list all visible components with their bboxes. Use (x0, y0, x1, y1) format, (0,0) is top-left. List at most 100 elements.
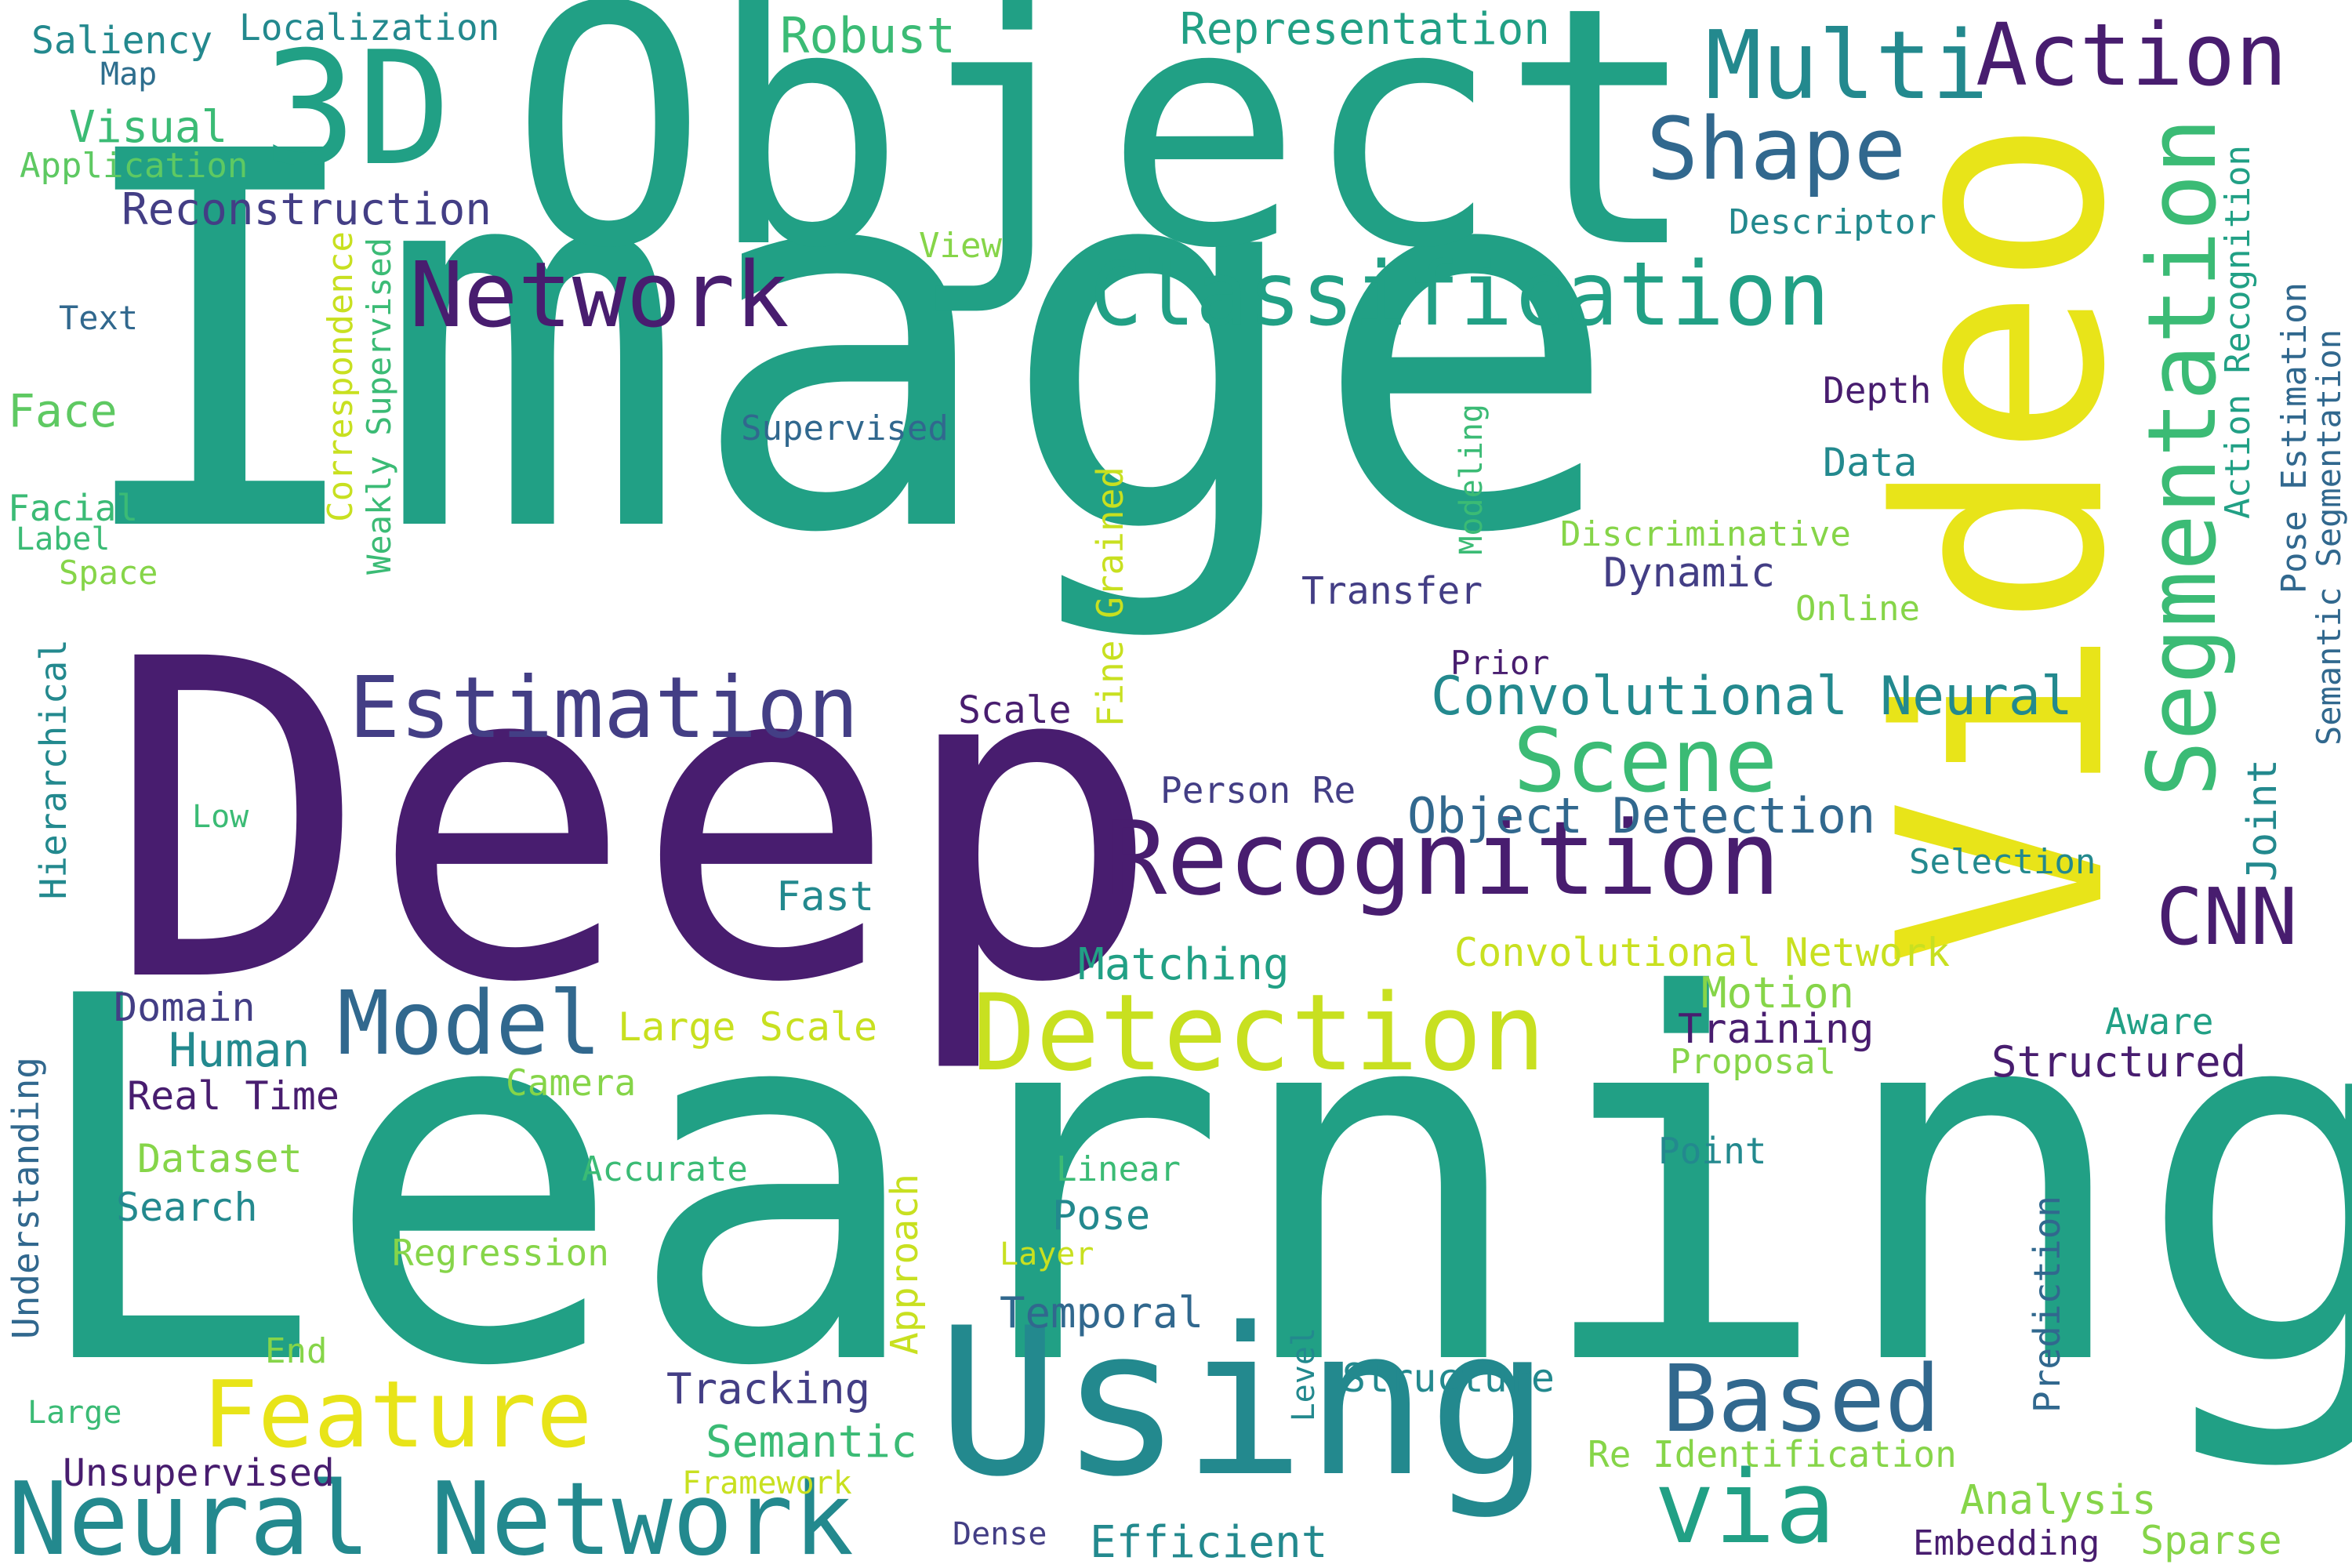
word-person-re: Person Re (1160, 769, 1356, 811)
word-regression: Regression (392, 1232, 609, 1274)
word-semantic: Semantic (706, 1417, 917, 1468)
word-discriminative: Discriminative (1560, 514, 1851, 554)
word-facial: Facial (8, 487, 139, 529)
word-temporal: Temporal (1000, 1288, 1204, 1338)
word-fine-grained: Fine Grained (1089, 466, 1131, 728)
word-segmentation: Segmentation (2129, 118, 2238, 797)
word-sparse: Sparse (2140, 1518, 2282, 1563)
word-pose: Pose (1052, 1192, 1151, 1240)
word-convolutional-network: Convolutional Network (1454, 930, 1951, 975)
word-end: End (265, 1331, 328, 1371)
word-supervised: Supervised (741, 408, 949, 448)
word-video: Video (1838, 118, 2167, 967)
word-search: Search (116, 1185, 258, 1230)
word-weakly-supervised: Weakly Supervised (360, 238, 398, 575)
word-point: Point (1658, 1130, 1767, 1172)
word-prediction: Prediction (2026, 1196, 2068, 1413)
word-scale: Scale (958, 688, 1072, 732)
word-hierarchical: Hierarchical (32, 639, 74, 900)
word-aware: Aware (2105, 1000, 2214, 1043)
word-motion: Motion (1701, 968, 1855, 1018)
word-proposal: Proposal (1670, 1042, 1836, 1082)
word-model: Model (337, 973, 602, 1075)
word-human: Human (169, 1023, 310, 1078)
word-transfer: Transfer (1301, 569, 1483, 613)
word-3d: 3D (263, 18, 452, 201)
word-online: Online (1795, 589, 1920, 629)
word-modeling: Modeling (1454, 404, 1490, 555)
word-detection: Detection (972, 971, 1546, 1094)
word-data: Data (1823, 440, 1918, 485)
word-via: via (1654, 1450, 1836, 1566)
word-correspondence: Correspondence (321, 231, 361, 522)
word-saliency: Saliency (31, 19, 213, 63)
word-fast: Fast (776, 873, 875, 920)
word-accurate: Accurate (582, 1149, 748, 1189)
word-multi: Multi (1705, 12, 1989, 121)
word-structured: Structured (1991, 1037, 2247, 1087)
word-large: Large (27, 1395, 122, 1431)
word-pose-estimation: Pose Estimation (2274, 282, 2314, 594)
word-object-detection: Object Detection (1407, 787, 1876, 844)
word-scene: Scene (1513, 710, 1778, 812)
word-dynamic: Dynamic (1603, 550, 1776, 597)
word-descriptor: Descriptor (1729, 202, 1936, 242)
word-semantic-segmentation: Semantic Segmentation (2310, 329, 2348, 746)
word-using: Using (937, 1285, 1551, 1522)
word-feature: Feature (202, 1360, 593, 1468)
word-efficient: Efficient (1090, 1517, 1328, 1568)
word-tracking: Tracking (666, 1364, 871, 1414)
word-text: Text (59, 299, 139, 337)
word-analysis: Analysis (1960, 1477, 2157, 1524)
word-neural-network: Neural Network (8, 1461, 854, 1568)
word-low: Low (192, 799, 249, 835)
word-convolutional-neural: Convolutional Neural (1431, 666, 2073, 728)
word-embedding: Embedding (1913, 1523, 2100, 1563)
word-view: View (919, 226, 1002, 266)
word-selection: Selection (1909, 842, 2096, 882)
word-layer: Layer (1000, 1236, 1094, 1272)
word-object: Object (510, 0, 1700, 321)
word-structure: Structure (1342, 1356, 1555, 1401)
word-action-recognition: Action Recognition (2218, 145, 2258, 519)
word-reconstruction: Reconstruction (122, 184, 492, 235)
word-learning: Learning (20, 891, 2352, 1475)
word-robust: Robust (780, 7, 956, 64)
word-estimation: Estimation (349, 659, 859, 757)
word-representation: Representation (1180, 4, 1551, 55)
word-large-scale: Large Scale (618, 1004, 878, 1050)
word-based: Based (1662, 1345, 1941, 1453)
word-network: Network (409, 243, 789, 348)
word-classification: Classification (1090, 244, 1831, 346)
word-visual: Visual (69, 102, 228, 153)
word-understanding: Understanding (5, 1057, 47, 1340)
word-label: Label (16, 521, 111, 557)
word-joint: Joint (2239, 759, 2286, 882)
word-space: Space (59, 554, 158, 592)
word-depth: Depth (1823, 369, 1932, 412)
word-recognition: Recognition (1105, 799, 1780, 918)
word-re-identification: Re Identification (1588, 1433, 1957, 1475)
word-framework: Framework (682, 1465, 852, 1501)
word-linear: Linear (1056, 1149, 1181, 1189)
word-level: Level (1286, 1327, 1322, 1422)
word-real-time: Real Time (127, 1073, 339, 1119)
word-prior: Prior (1450, 644, 1550, 682)
word-shape: Shape (1646, 99, 1907, 199)
word-cnn: CNN (2156, 871, 2298, 963)
word-approach: Approach (883, 1174, 927, 1356)
word-action: Action (1976, 5, 2288, 105)
word-face: Face (8, 384, 118, 437)
word-map: Map (100, 56, 158, 93)
word-deep: Deep (105, 568, 1163, 1079)
word-dataset: Dataset (137, 1136, 303, 1181)
word-image: Image (64, 43, 1622, 646)
word-application: Application (20, 146, 249, 186)
word-unsupervised: Unsupervised (63, 1451, 335, 1495)
word-dense: Dense (953, 1516, 1047, 1552)
word-training: Training (1678, 1006, 1875, 1053)
word-camera: Camera (506, 1062, 637, 1104)
word-domain: Domain (114, 985, 256, 1030)
word-matching: Matching (1078, 939, 1290, 990)
